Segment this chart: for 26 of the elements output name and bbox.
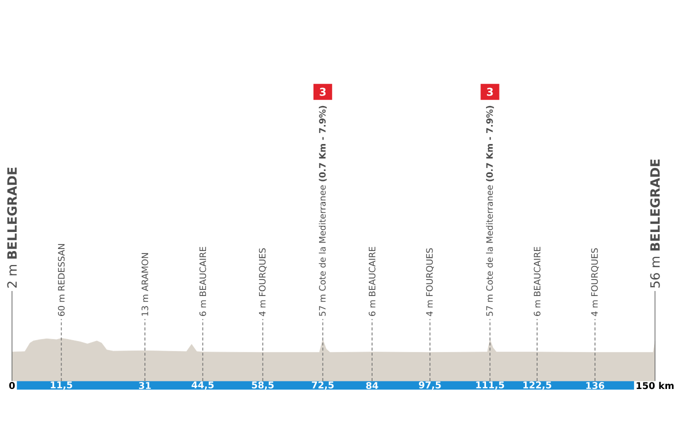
ref-line-label: 6 m BEAUCAIRE	[199, 246, 206, 316]
ref-line-label: 4 m FOURQUES	[426, 248, 434, 316]
text: 3	[486, 88, 493, 96]
ref-line-label: 13 m ARAMON	[142, 253, 148, 316]
x-tick-label: 58,5	[252, 381, 274, 390]
ref-line-label: 4 m FOURQUES	[591, 248, 599, 316]
text: 3	[320, 88, 326, 96]
x-tick-label: 84	[366, 382, 378, 390]
x-tick-label: 72,5	[312, 381, 334, 390]
x-tick-label: 11,5	[50, 381, 72, 390]
ref-line-label: 4 m FOURQUES	[258, 248, 267, 316]
ref-line-label: 57 m Cote de la Mediterranee (0.7 Km - 7.9%)	[318, 106, 327, 316]
x-tick-label: 122,5	[523, 381, 552, 390]
ref-line-label: 56 m BELLEGRADE	[650, 159, 660, 288]
ref-line-label: 57 m Cote de la Mediterranee (0.7 Km - 7.9%)	[486, 106, 494, 316]
ref-line-label: 60 m REDESSAN	[58, 244, 65, 316]
ref-line-label: 6 m BEAUCAIRE	[368, 246, 376, 316]
x-tick-label: 150 km	[636, 382, 674, 390]
x-tick-label: 97,5	[418, 381, 441, 390]
ref-line-label: 6 m BEAUCAIRE	[534, 246, 540, 316]
x-tick-label: 136	[586, 382, 604, 390]
x-tick-label: 44,5	[192, 381, 214, 390]
x-tick-label: 111,5	[476, 381, 504, 390]
ref-line-label: 2 m BELLEGRADE	[7, 168, 17, 288]
x-tick-label: 31	[139, 382, 151, 390]
x-tick-label: 0	[9, 382, 15, 390]
